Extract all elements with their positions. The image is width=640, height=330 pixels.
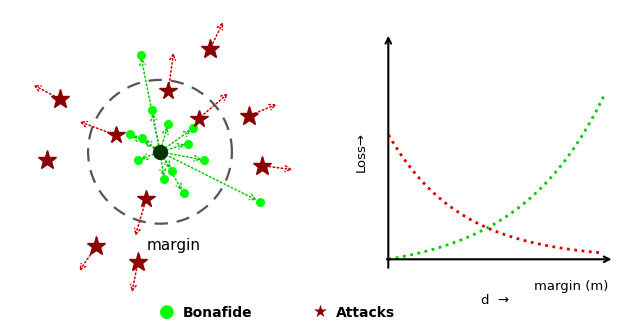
Text: ★: ★ (312, 303, 328, 321)
Text: d  →: d → (481, 294, 509, 307)
Text: Attacks: Attacks (336, 306, 395, 320)
Text: margin: margin (147, 238, 201, 253)
Text: Bonafide: Bonafide (182, 306, 252, 320)
Text: margin (m): margin (m) (534, 280, 608, 293)
Text: ●: ● (159, 303, 174, 321)
Text: Loss→: Loss→ (355, 132, 367, 172)
